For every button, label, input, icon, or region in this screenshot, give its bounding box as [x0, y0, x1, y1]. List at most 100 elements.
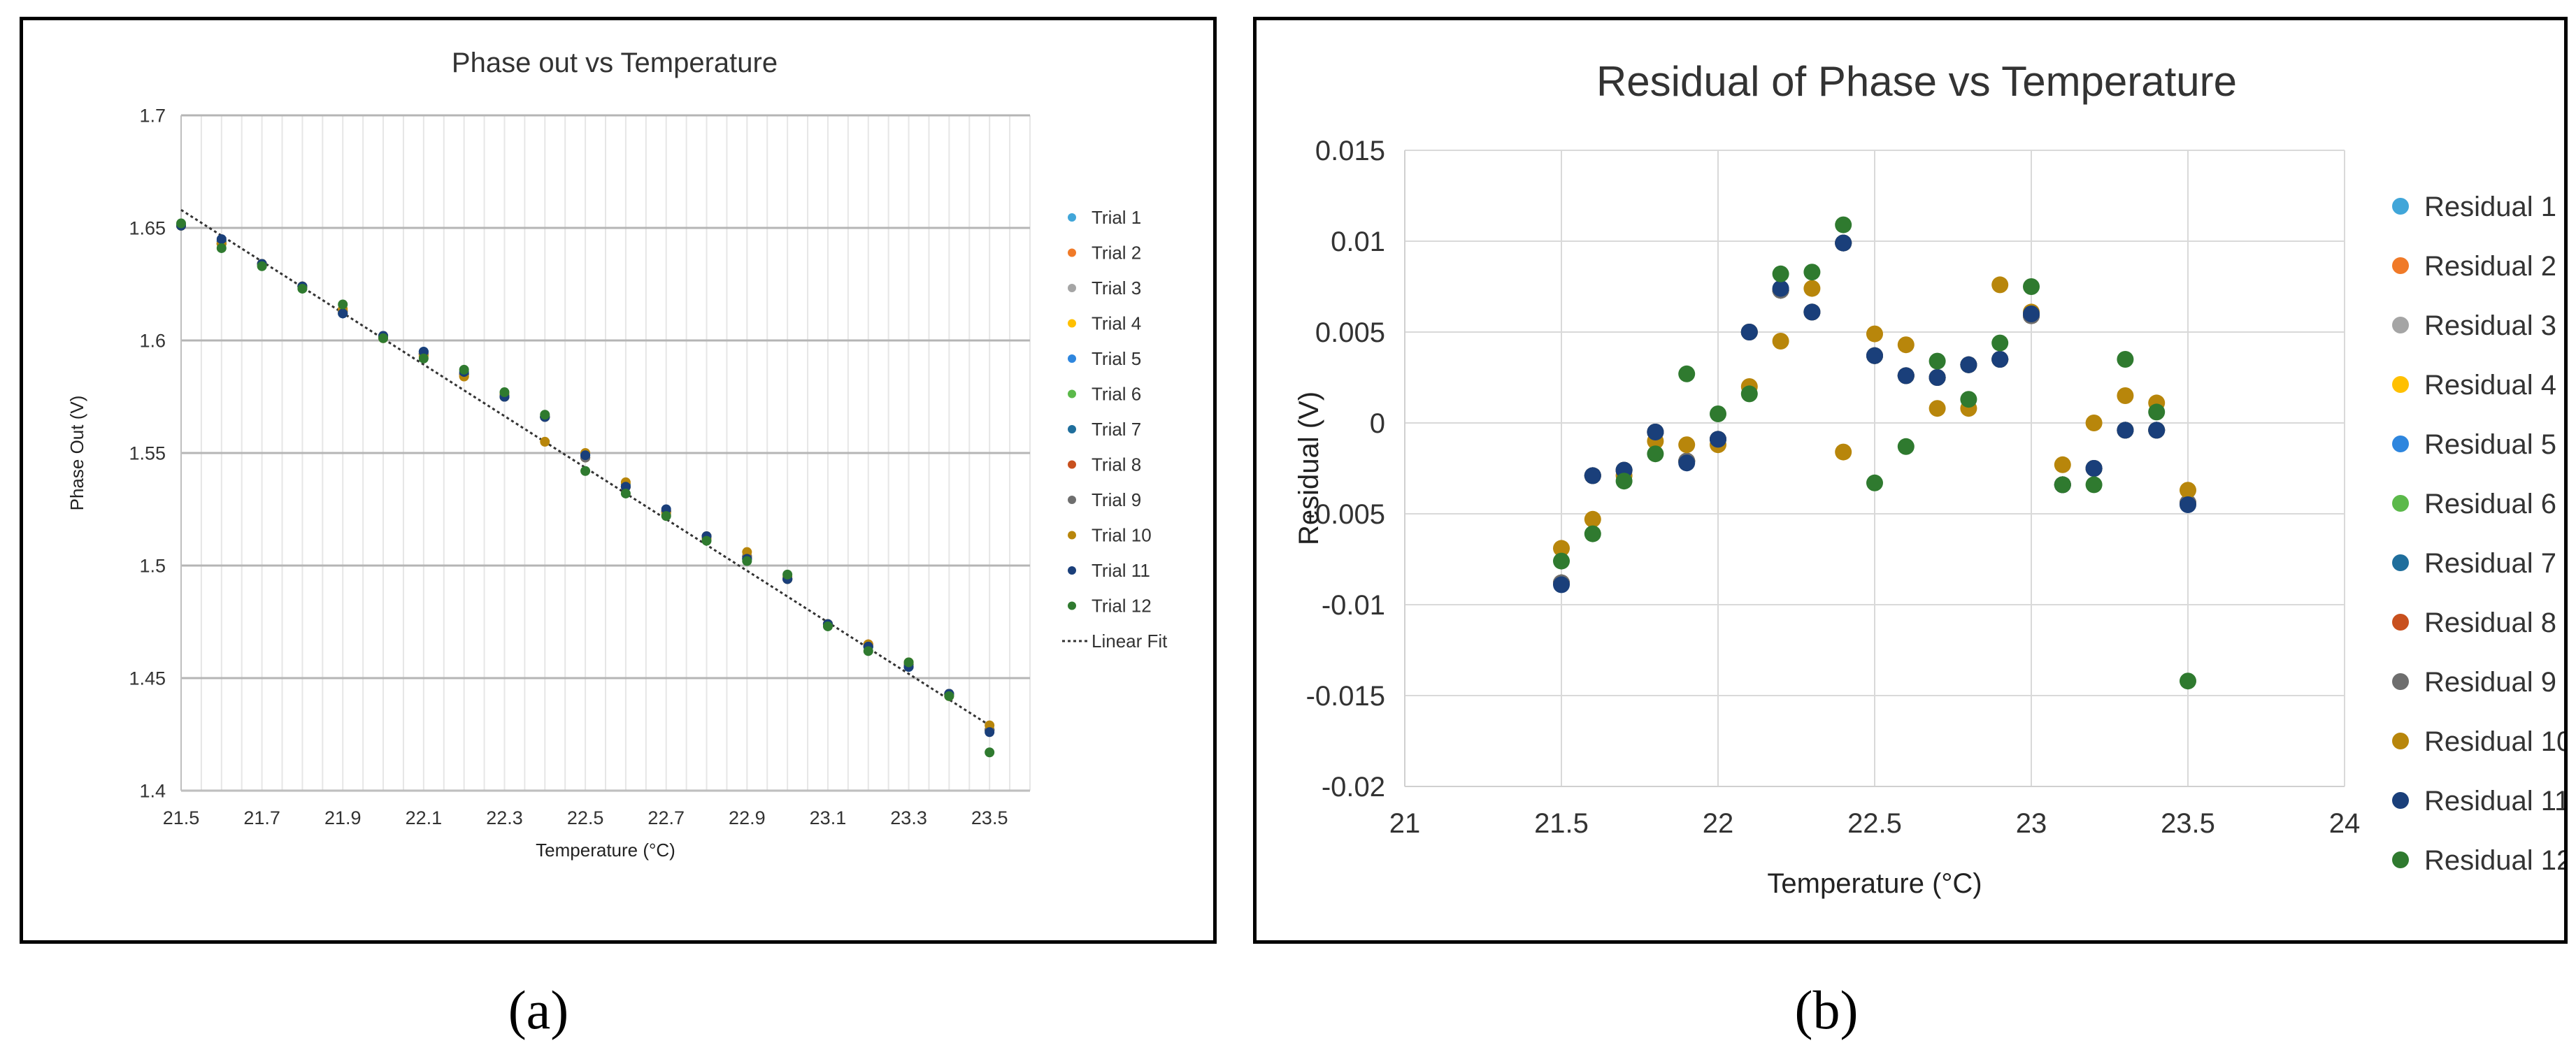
a-point-s12: [418, 353, 429, 364]
a-xtick-label: 23.5: [971, 807, 1008, 828]
a-legend-marker: [1068, 601, 1076, 610]
b-point-s11: [2117, 422, 2134, 439]
a-xtick-label: 21.7: [243, 807, 280, 828]
b-point-s10: [2117, 387, 2134, 404]
a-point-s10: [742, 547, 752, 557]
b-legend-marker: [2392, 376, 2409, 393]
b-xtick-label: 24: [2329, 808, 2361, 839]
a-xtick-label: 21.9: [324, 807, 362, 828]
a-legend-label: Trial 4: [1092, 313, 1141, 334]
b-point-s10: [2085, 415, 2103, 431]
a-ytick-label: 1.4: [139, 780, 166, 801]
b-point-s12: [1897, 438, 1915, 455]
a-legend-label: Linear Fit: [1092, 631, 1168, 652]
a-ytick-label: 1.6: [139, 330, 166, 351]
b-point-s12: [1835, 216, 1852, 233]
chart-a: Phase out vs Temperature 1.4 1.45 1.5 1.55 1.…: [66, 48, 1168, 861]
b-point-s12: [1647, 445, 1664, 463]
a-point-s12: [620, 488, 631, 498]
a-point-s12: [297, 283, 308, 294]
b-legend-label: Residual 5: [2424, 429, 2556, 460]
b-point-s12: [2180, 673, 2196, 690]
b-point-s10: [1897, 336, 1915, 354]
a-point-s11: [985, 727, 995, 738]
b-legend-marker: [2392, 851, 2409, 868]
b-point-s11: [1710, 431, 1726, 448]
b-legend-label: Residual 9: [2424, 667, 2556, 698]
b-point-s12: [2117, 351, 2134, 368]
b-point-s11: [1897, 367, 1915, 384]
a-ytick-label: 1.65: [129, 217, 166, 238]
a-legend-label: Trial 10: [1092, 525, 1152, 546]
b-point-s11: [1584, 467, 1601, 484]
a-point-s12: [378, 333, 389, 343]
b-point-s12: [1678, 365, 1696, 382]
a-xtick-label: 23.1: [810, 807, 847, 828]
b-point-s11: [1929, 369, 1946, 386]
chart-b: Residual of Phase vs Temperature -0.02 -0.…: [1294, 58, 2564, 899]
b-point-s11: [1866, 347, 1883, 364]
a-point-s11: [661, 504, 671, 515]
a-legend-marker: [1068, 566, 1076, 575]
b-point-s10: [1929, 400, 1946, 417]
a-ytick-label: 1.55: [129, 443, 166, 463]
a-point-s12: [903, 657, 914, 668]
b-point-s12: [1740, 385, 1758, 403]
b-ytick-label: -0.01: [1322, 590, 1385, 621]
a-legend-label: Trial 12: [1092, 596, 1152, 617]
a-legend-label: Trial 11: [1092, 560, 1150, 581]
a-legend-marker: [1068, 319, 1076, 328]
a-legend-marker: [1068, 460, 1076, 469]
a-point-s12: [540, 410, 550, 420]
b-legend-label: Residual 7: [2424, 548, 2556, 579]
a-point-s12: [580, 466, 591, 476]
a-point-s12: [176, 218, 186, 229]
a-point-s12: [782, 569, 793, 580]
b-point-s12: [2085, 476, 2103, 494]
b-point-s12: [1991, 334, 2009, 352]
a-xtick-label: 22.3: [486, 807, 523, 828]
b-legend-marker: [2392, 673, 2409, 690]
b-ytick-label: 0: [1370, 408, 1385, 439]
b-point-s11: [2023, 305, 2040, 322]
b-xtick-label: 22.5: [1847, 808, 1902, 839]
b-point-s10: [1678, 436, 1696, 454]
b-legend-label: Residual 6: [2424, 489, 2556, 519]
b-ytick-label: -0.02: [1322, 772, 1385, 803]
a-xtick-label: 22.7: [647, 807, 685, 828]
a-legend-marker: [1068, 354, 1076, 363]
b-point-s10: [2054, 456, 2071, 473]
b-xtick-label: 21.5: [1534, 808, 1589, 839]
b-legend-marker: [2392, 317, 2409, 333]
a-point-s12: [257, 261, 267, 271]
b-point-s10: [1803, 280, 1821, 297]
b-legend-label: Residual 2: [2424, 251, 2556, 282]
a-xtick-label: 22.5: [567, 807, 604, 828]
a-point-s11: [216, 234, 227, 245]
b-legend-marker: [2392, 792, 2409, 809]
a-legend-marker: [1068, 531, 1076, 540]
caption-b: (b): [1794, 979, 1859, 1040]
b-point-s10: [1991, 276, 2009, 294]
b-point-s11: [1960, 356, 1977, 373]
b-legend-marker: [2392, 198, 2409, 215]
a-point-s12: [701, 535, 712, 546]
b-point-s11: [2180, 496, 2196, 513]
b-point-s11: [1678, 454, 1696, 472]
b-legend-label: Residual 3: [2424, 310, 2556, 341]
b-point-s12: [1710, 405, 1726, 422]
b-ytick-label: 0.015: [1315, 136, 1385, 166]
b-xlabel: Temperature (°C): [1767, 868, 1982, 899]
a-legend-label: Trial 2: [1092, 243, 1141, 264]
b-point-s10: [1866, 325, 1883, 343]
a-point-s12: [499, 387, 510, 398]
a-xtick-label: 23.3: [890, 807, 927, 828]
chart-b-frame: Residual of Phase vs Temperature -0.02 -0.…: [1253, 17, 2568, 944]
a-ylabel: Phase Out (V): [66, 396, 87, 511]
a-xtick-label: 22.9: [729, 807, 766, 828]
a-legend-marker: [1068, 284, 1076, 292]
b-point-s10: [1835, 443, 1852, 461]
b-point-s12: [1960, 391, 1977, 408]
a-xlabel: Temperature (°C): [536, 840, 675, 861]
b-legend-label: Residual 4: [2424, 370, 2556, 401]
